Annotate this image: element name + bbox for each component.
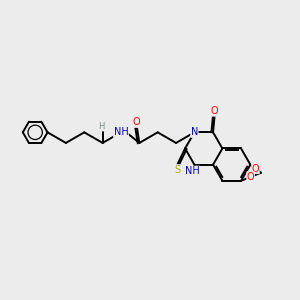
Text: S: S	[174, 165, 180, 175]
Text: O: O	[252, 164, 259, 173]
Text: O: O	[211, 106, 218, 116]
Text: NH: NH	[114, 127, 128, 137]
Text: N: N	[191, 127, 198, 137]
Text: O: O	[133, 117, 140, 128]
Text: O: O	[247, 172, 254, 182]
Text: H: H	[98, 122, 104, 131]
Text: NH: NH	[185, 166, 200, 176]
